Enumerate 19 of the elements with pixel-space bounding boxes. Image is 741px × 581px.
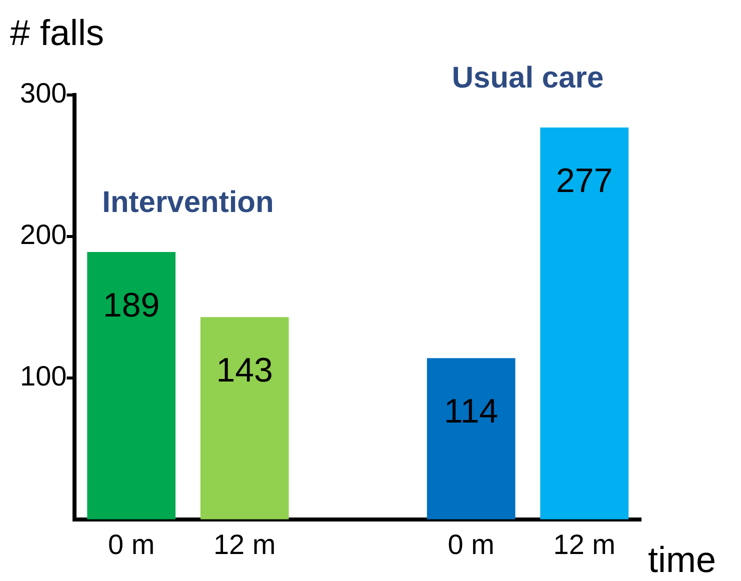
y-axis-title: # falls — [10, 12, 104, 53]
y-tick-label: 100 — [20, 360, 67, 392]
bar — [426, 358, 516, 520]
data-label: 114 — [444, 392, 498, 431]
data-label: 277 — [556, 162, 613, 200]
y-tick-label: 200 — [20, 219, 67, 250]
bar — [87, 252, 176, 520]
x-tick-label: 12 m — [213, 528, 276, 560]
annotation: Intervention — [102, 186, 274, 220]
x-tick-label: 0 m — [108, 528, 155, 560]
data-label: 189 — [102, 286, 160, 324]
text: Usual care — [452, 62, 604, 95]
x-tick-label: 12 m — [553, 528, 616, 560]
y-tick-label: 300 — [20, 78, 67, 109]
x-axis-title: time — [648, 539, 716, 580]
x-tick-label: 0 m — [448, 528, 494, 560]
bar — [200, 317, 289, 520]
bar — [540, 128, 629, 520]
data-label: 143 — [216, 351, 273, 390]
